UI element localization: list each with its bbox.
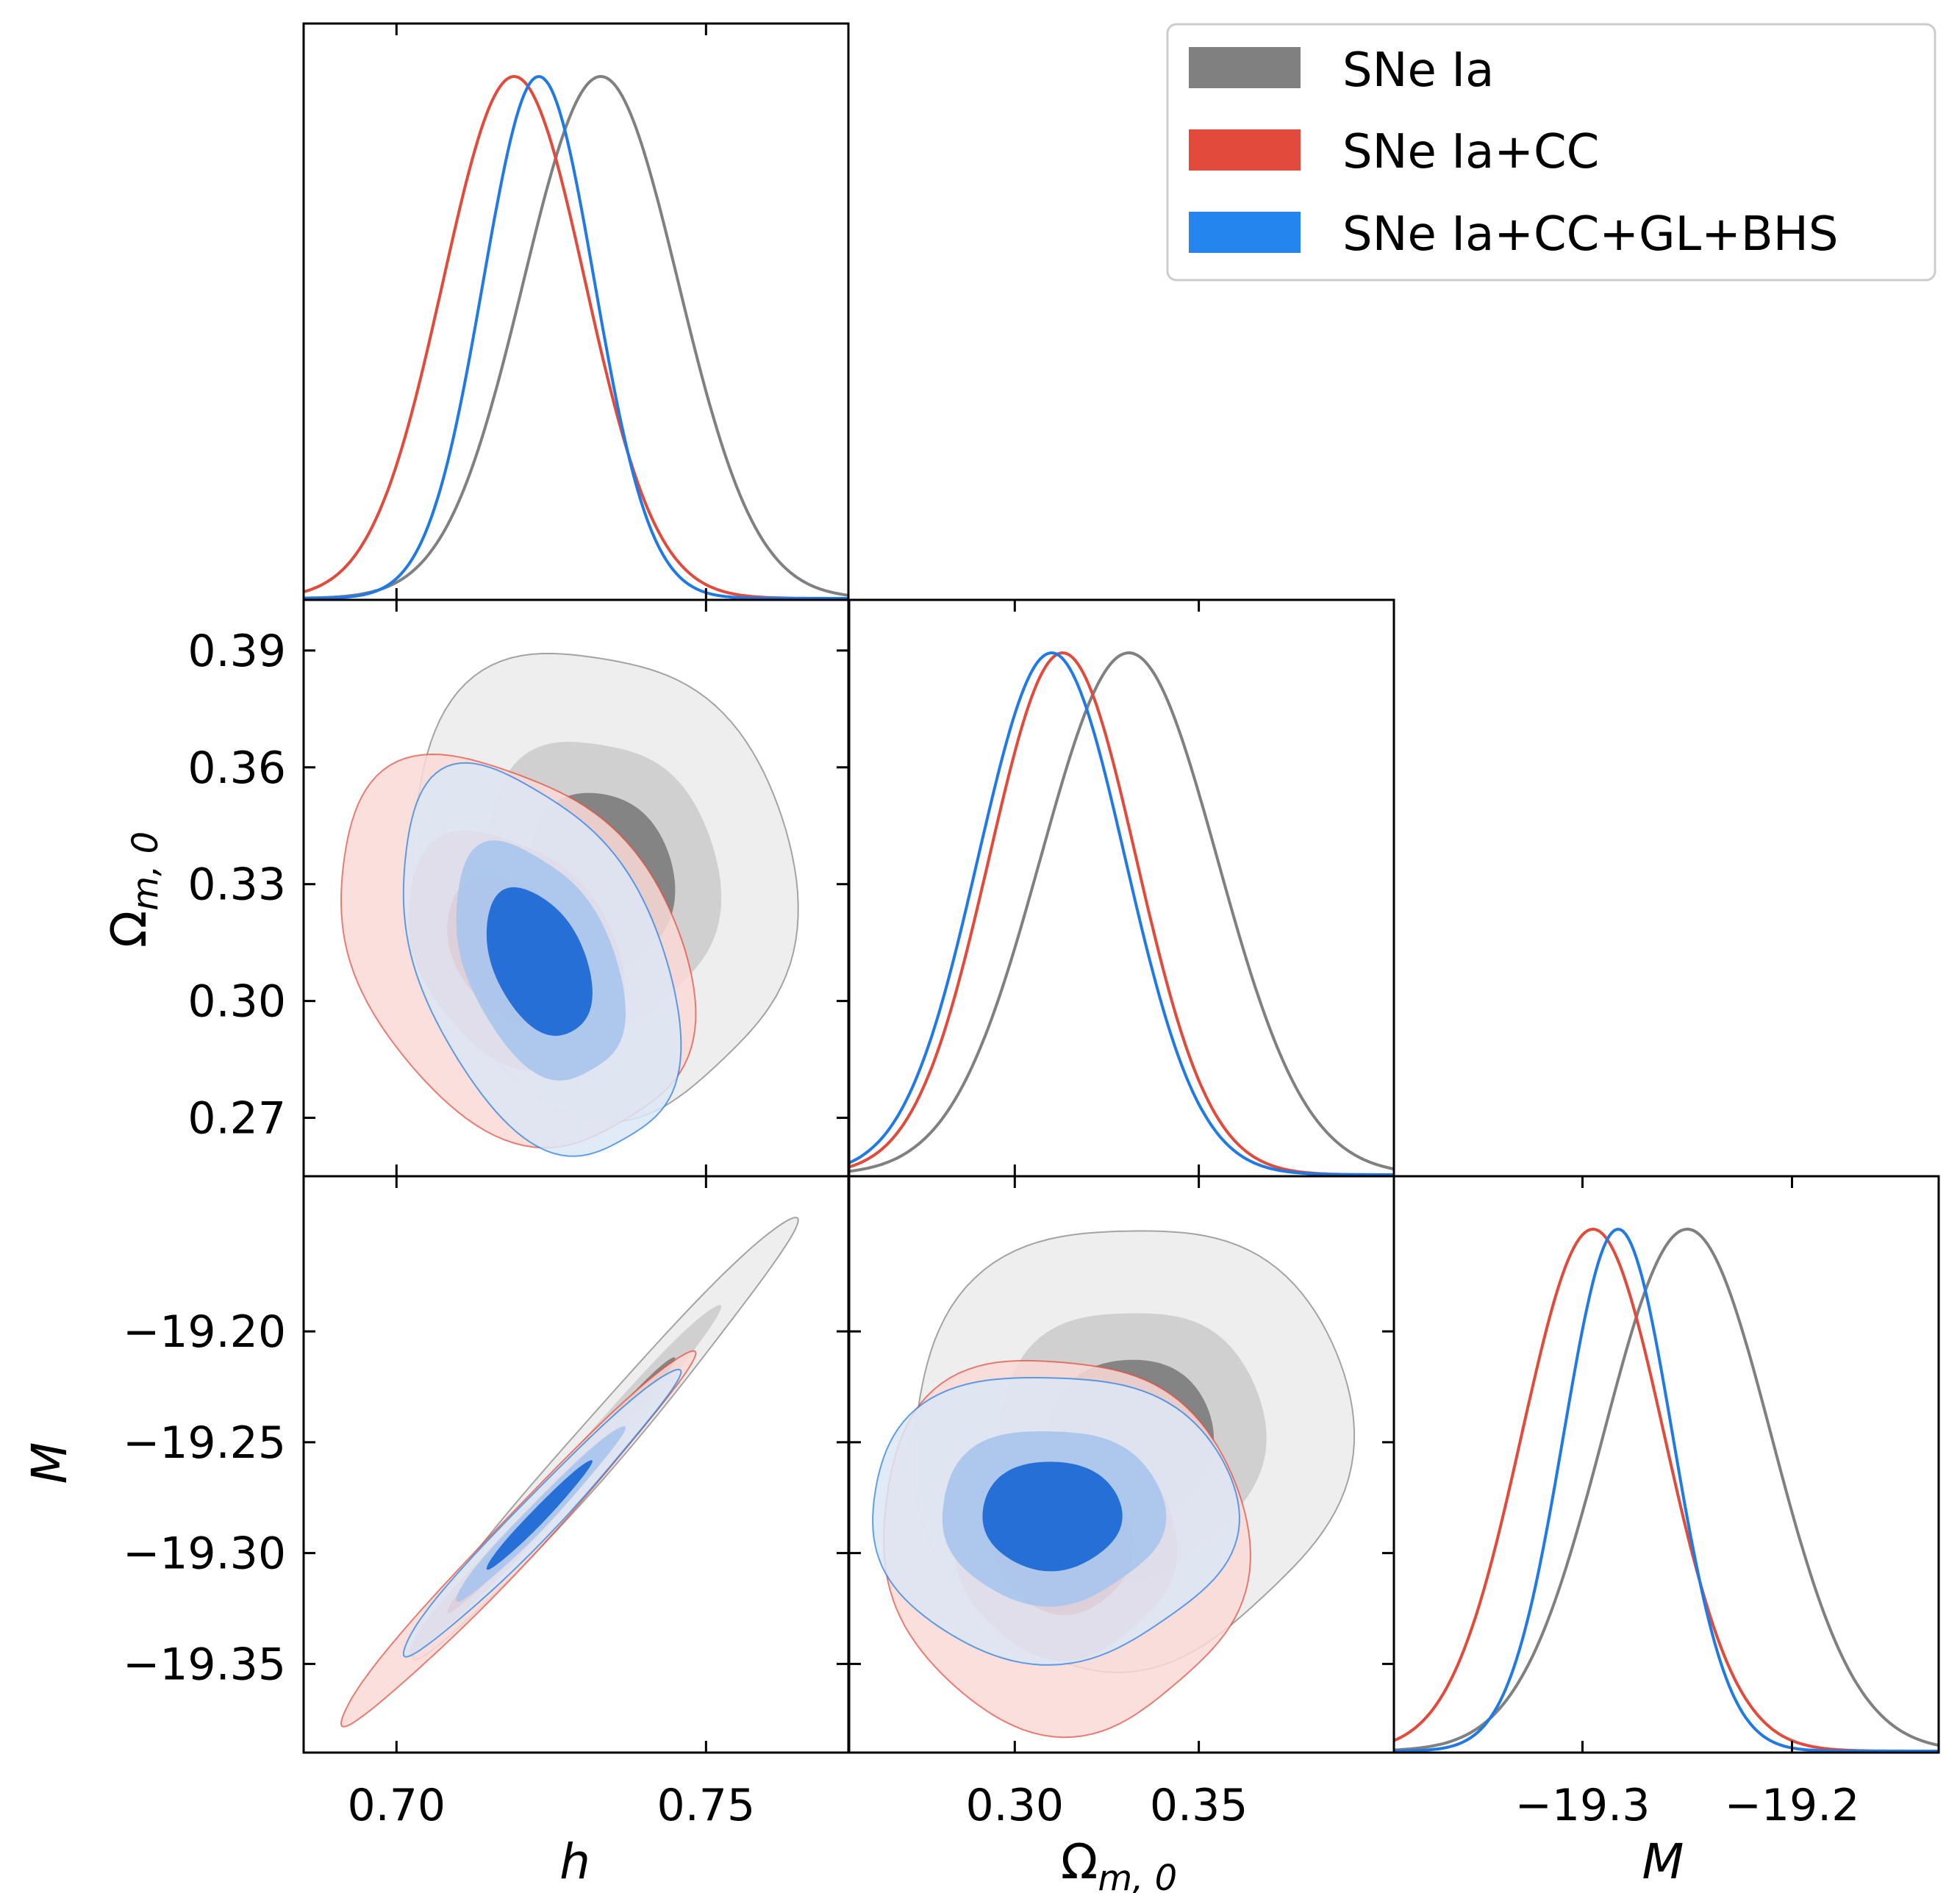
contour-core-2: [486, 1460, 593, 1570]
marginal-curve-M-0: [1394, 1227, 1939, 1752]
x-axis-label-h: h: [559, 1833, 590, 1890]
legend-label-all: SNe Ia+CC+GL+BHS: [1342, 207, 1838, 262]
y-tick-label-Om: 0.39: [187, 626, 286, 677]
panel-frame-1-1: [848, 598, 1395, 1178]
contour-core-2: [982, 1461, 1123, 1572]
marginal-curve-h-2: [304, 75, 848, 600]
marginal-curve-M-1: [1394, 1227, 1939, 1753]
x-tick-label-M: −19.2: [1725, 1780, 1860, 1831]
x-tick-label-Om: 0.35: [1150, 1780, 1248, 1831]
panel-frame-2-2: [1392, 1175, 1940, 1754]
y-tick-label-Om: 0.27: [187, 1093, 286, 1145]
panel-frame-0-0: [302, 22, 850, 601]
marginal-curve-h-0: [304, 74, 848, 600]
y-tick-label-M: −19.35: [123, 1639, 286, 1690]
legend-swatch-snia: [1189, 47, 1301, 88]
y-tick-label-Om: 0.36: [187, 742, 286, 794]
contour-panel-h-Om: [340, 652, 799, 1157]
marginal-curve-Om-1: [849, 651, 1394, 1176]
y-tick-label-M: −19.25: [123, 1417, 286, 1469]
legend-label-snia: SNe Ia: [1342, 43, 1494, 98]
contour-panel-Om-M: [872, 1230, 1356, 1739]
y-tick-label-Om: 0.30: [187, 976, 286, 1028]
contour-core-2: [486, 887, 593, 1036]
marginal-curve-h-1: [304, 74, 848, 600]
x-tick-label-Om: 0.30: [966, 1780, 1065, 1831]
y-tick-label-Om: 0.33: [187, 859, 286, 911]
x-axis-label-omega: Ωm, 0: [1061, 1833, 1177, 1893]
legend-frame: [1166, 23, 1936, 282]
y-axis-label-omega: Ωm, 0: [101, 831, 166, 948]
labels-layer: h Ωm, 0 M Ωm, 0 M: [21, 831, 1684, 1893]
legend-swatch-snia-cc: [1189, 129, 1301, 171]
marginal-curve-Om-0: [849, 651, 1394, 1173]
marginal-panel-Om: [849, 651, 1394, 1176]
contour-panel-h-M: [340, 1217, 799, 1728]
panels-layer: 0.70 0.75 0.30 0.35 −19.3 −19.2 0.27 0.30 0.33 0.…: [123, 22, 1940, 1831]
x-tick-label-h: 0.75: [657, 1780, 756, 1831]
x-tick-label-M: −19.3: [1515, 1780, 1650, 1831]
legend: SNe Ia SNe Ia+CC SNe Ia+CC+GL+BHS: [1166, 23, 1936, 282]
legend-swatch-all: [1189, 212, 1301, 253]
x-axis-label-M: M: [1642, 1833, 1684, 1890]
marginal-panel-M: [1394, 1227, 1939, 1753]
x-tick-label-h: 0.70: [348, 1780, 446, 1831]
y-tick-label-M: −19.30: [123, 1528, 286, 1580]
legend-label-snia-cc: SNe Ia+CC: [1342, 125, 1599, 179]
marginal-curve-M-2: [1394, 1228, 1939, 1753]
marginal-curve-Om-2: [849, 651, 1394, 1176]
marginal-panel-h: [304, 74, 848, 600]
y-axis-label-M: M: [21, 1442, 78, 1484]
y-tick-label-M: −19.20: [123, 1306, 286, 1358]
